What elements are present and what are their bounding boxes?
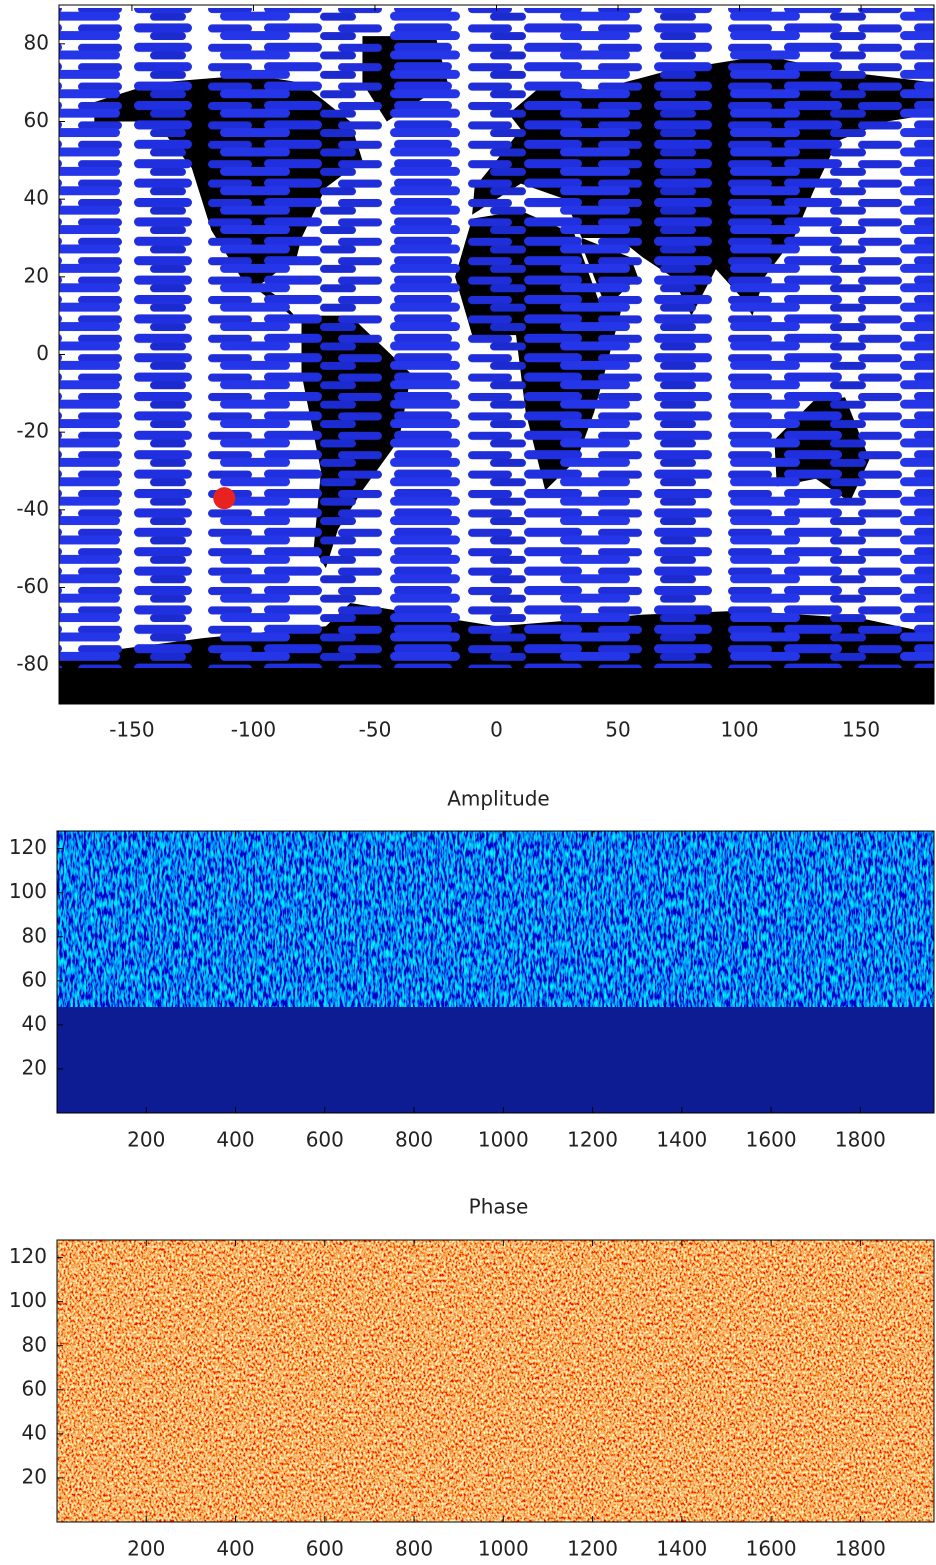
heatmap-low-band (57, 1007, 934, 1113)
axes-frame (56, 1239, 935, 1523)
x-tick-label: 600 (306, 1128, 344, 1152)
y-tick-label: 40 (24, 186, 49, 210)
y-tick-label: 80 (22, 1332, 47, 1356)
y-tick-label: 20 (22, 1464, 47, 1488)
point (213, 487, 236, 510)
x-tick-label: 1600 (746, 1537, 797, 1561)
x-tick-label: 1400 (656, 1128, 707, 1152)
panel-title: Amplitude (447, 787, 550, 811)
x-tick-label: 1800 (835, 1537, 886, 1561)
x-tick-label: -150 (109, 718, 154, 742)
x-tick-label: 200 (127, 1128, 165, 1152)
x-tick-label: 100 (720, 718, 758, 742)
x-tick-label: 1000 (478, 1128, 529, 1152)
y-tick-label: 100 (9, 879, 47, 903)
x-tick-label: 1400 (656, 1537, 707, 1561)
x-tick-label: 800 (395, 1128, 433, 1152)
y-tick-label: 100 (9, 1288, 47, 1312)
x-tick-label: 800 (395, 1537, 433, 1561)
y-tick-label: -60 (16, 574, 49, 598)
axes-frame (56, 830, 935, 1114)
track-streaks (59, 8, 934, 668)
x-tick-label: 400 (216, 1128, 254, 1152)
y-tick-label: -80 (16, 652, 49, 676)
y-tick-label: 40 (22, 1420, 47, 1444)
y-tick-label: 0 (36, 341, 49, 365)
panel-title: Phase (469, 1195, 529, 1219)
y-tick-label: 60 (22, 967, 47, 991)
x-tick-label: 1800 (835, 1128, 886, 1152)
y-tick-label: -20 (16, 419, 49, 443)
heatmap-image (57, 1240, 934, 1522)
x-tick-label: 50 (605, 718, 630, 742)
y-tick-label: -40 (16, 496, 49, 520)
y-tick-label: 40 (22, 1011, 47, 1035)
y-tick-label: 120 (9, 1244, 47, 1268)
y-tick-label: 60 (24, 108, 49, 132)
x-tick-label: 150 (842, 718, 880, 742)
y-tick-label: 120 (9, 835, 47, 859)
x-tick-label: -50 (359, 718, 392, 742)
x-tick-label: -100 (231, 718, 276, 742)
x-tick-label: 0 (490, 718, 503, 742)
x-tick-label: 1000 (478, 1537, 529, 1561)
y-tick-label: 80 (24, 30, 49, 54)
x-tick-label: 400 (216, 1537, 254, 1561)
y-tick-label: 80 (22, 923, 47, 947)
y-tick-label: 20 (24, 263, 49, 287)
x-tick-label: 1600 (746, 1128, 797, 1152)
x-tick-label: 600 (306, 1537, 344, 1561)
y-tick-label: 20 (22, 1055, 47, 1079)
map-background (59, 5, 934, 704)
x-tick-label: 200 (127, 1537, 165, 1561)
x-tick-label: 1200 (567, 1128, 618, 1152)
x-tick-label: 1200 (567, 1537, 618, 1561)
y-tick-label: 60 (22, 1376, 47, 1400)
